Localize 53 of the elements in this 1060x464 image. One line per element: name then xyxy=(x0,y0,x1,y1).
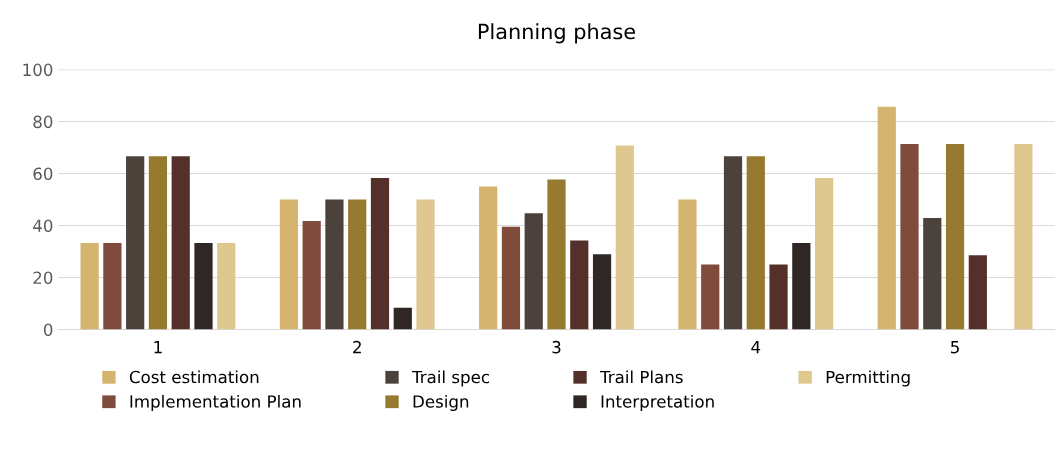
bar xyxy=(723,156,743,330)
bar xyxy=(570,240,589,330)
bar xyxy=(1014,143,1033,330)
bar xyxy=(877,106,896,330)
bar xyxy=(945,143,965,330)
y-tick-label: 0 xyxy=(43,323,53,337)
bar xyxy=(615,145,634,330)
legend-label: Trail Plans xyxy=(599,370,683,384)
bar xyxy=(370,177,390,330)
x-tick-label: 2 xyxy=(353,340,361,354)
y-tick-label: 60 xyxy=(33,167,53,181)
legend-label: Cost estimation xyxy=(129,370,259,384)
x-tick-label: 4 xyxy=(751,341,761,354)
bar xyxy=(592,254,612,330)
legend-label: Interpretation xyxy=(601,394,714,412)
bar xyxy=(302,221,321,330)
bar xyxy=(769,264,788,330)
bar xyxy=(416,199,435,330)
bar xyxy=(171,156,190,330)
bar xyxy=(80,242,99,330)
bar xyxy=(923,217,942,330)
x-tick-label: 1 xyxy=(154,341,162,354)
bar xyxy=(814,177,834,330)
bar xyxy=(524,213,543,330)
bar xyxy=(547,179,566,330)
bar xyxy=(701,264,720,330)
y-tick-label: 20 xyxy=(33,271,53,285)
bar xyxy=(501,226,521,330)
bar xyxy=(279,199,299,330)
bar xyxy=(348,199,367,330)
bar xyxy=(900,143,919,330)
bar xyxy=(194,242,213,330)
legend-label: Permitting xyxy=(826,370,910,387)
y-tick-label: 80 xyxy=(33,115,53,129)
bar xyxy=(103,242,122,330)
legend-label: Design xyxy=(413,394,469,412)
chart-title: Planning phase xyxy=(478,23,636,44)
bar xyxy=(792,242,811,330)
bar xyxy=(148,156,168,330)
bar xyxy=(746,156,765,330)
bar xyxy=(393,307,412,330)
bar xyxy=(678,199,697,330)
x-tick-label: 5 xyxy=(951,341,959,354)
legend-label: Implementation Plan xyxy=(130,394,301,412)
bar xyxy=(479,186,498,330)
bar xyxy=(126,156,145,330)
bar xyxy=(968,255,987,330)
bar xyxy=(325,199,344,330)
y-tick-label: 100 xyxy=(23,63,53,77)
x-tick-label: 3 xyxy=(552,340,561,354)
y-tick-label: 40 xyxy=(33,219,53,233)
legend-label: Trail spec xyxy=(411,370,490,387)
bar xyxy=(217,242,236,330)
